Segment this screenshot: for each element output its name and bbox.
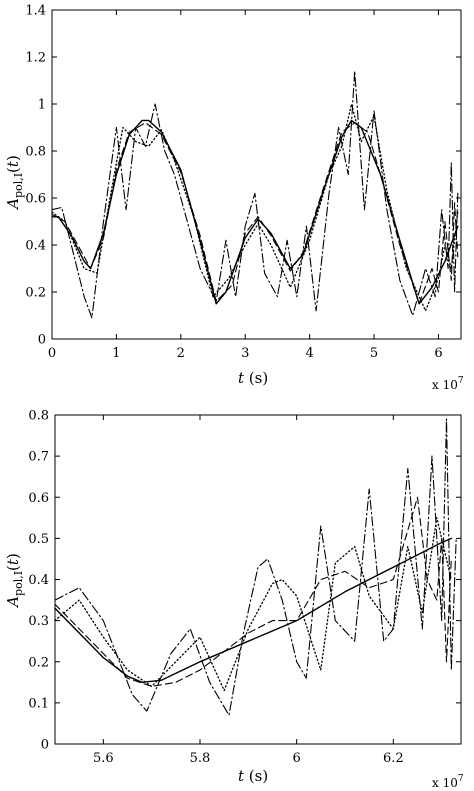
- chart-bottom-y-tick-label: 0.4: [28, 573, 49, 588]
- chart-bottom-series-dashed-line: [54, 496, 452, 687]
- chart-top-y-tick-label: 0.6: [25, 192, 46, 207]
- chart-bottom-y-tick-label: 0.2: [28, 655, 49, 670]
- chart-top-series-dotted-line: [51, 103, 459, 312]
- chart-top-x-tick-label: 0: [48, 346, 56, 361]
- chart-bottom-y-tick-label: 0.7: [28, 450, 49, 465]
- chart-top-series-dashed-line: [51, 122, 459, 305]
- chart-top-ticks: [51, 9, 461, 340]
- chart-top-x-axis-label: t (s): [238, 369, 268, 387]
- chart-top-x-tick-label: 5: [370, 346, 378, 361]
- chart-top: 0 1 2 3 4 5 600.20.40.60.811.21.4 t (s) x 107 …: [4, 4, 464, 393]
- chart-top-y-tick-label: 1.4: [25, 4, 46, 19]
- chart-top-series: [51, 70, 459, 319]
- chart-top-x-tick-label: 2: [177, 346, 185, 361]
- chart-top-series-dashdot-line: [51, 70, 459, 319]
- chart-top-y-tick-label: 0.2: [25, 286, 46, 301]
- chart-top-x-multiplier: x 107: [432, 376, 464, 392]
- chart-bottom-y-tick-label: 0.3: [28, 614, 49, 629]
- chart-bottom-x-tick-label: 6: [293, 751, 301, 766]
- chart-top-y-axis-label: Apol,I(t): [4, 155, 25, 211]
- chart-bottom-y-axis-label: Apol,I(t): [4, 553, 25, 609]
- chart-bottom-x-tick-label: 5.8: [190, 751, 211, 766]
- chart-top-plot-frame: [51, 9, 462, 340]
- chart-bottom-y-tick-label: 0.6: [28, 491, 49, 506]
- chart-bottom-series-dotted-line: [54, 517, 452, 692]
- chart-top-x-tick-label: 4: [305, 346, 313, 361]
- chart-bottom-y-tick-label: 0.5: [28, 532, 49, 547]
- chart-bottom-x-multiplier: x 107: [432, 774, 464, 790]
- chart-top-x-tick-label: 3: [241, 346, 249, 361]
- chart-top-x-tick-label: 1: [112, 346, 120, 361]
- chart-top-tick-labels: 0 1 2 3 4 5 6 0 0.2 0.4 0.6 0.8 1 1.2 1.4: [25, 4, 442, 362]
- chart-bottom-x-tick-label: 6.2: [383, 751, 404, 766]
- chart-top-series-solid-line: [51, 119, 459, 305]
- chart-bottom-y-tick-label: 0.1: [28, 696, 49, 711]
- chart-top-y-tick-label: 0.8: [25, 145, 46, 160]
- chart-bottom-x-axis-label: t (s): [238, 767, 268, 785]
- chart-bottom-series: [54, 418, 457, 716]
- chart-bottom-y-tick-label: 0: [41, 738, 49, 753]
- chart-top-y-tick-label: 1.2: [25, 51, 46, 66]
- chart-bottom-plot-frame: [54, 414, 462, 745]
- chart-bottom-ticks: [55, 414, 461, 745]
- chart-bottom-series-solid-line: [54, 537, 452, 683]
- chart-top-y-tick-label: 0.4: [25, 239, 46, 254]
- chart-bottom-y-tick-label: 0.8: [28, 409, 49, 424]
- chart-bottom-tick-labels: 5.6 5.8 6 6.2 0 0.1 0.2 0.3 0.4 0.5 0.6 0.7 0.8: [28, 409, 403, 767]
- chart-top-y-tick-label: 1: [38, 98, 46, 113]
- chart-bottom-x-tick-label: 5.6: [93, 751, 114, 766]
- chart-top-x-tick-label: 6: [434, 346, 442, 361]
- chart-bottom: 5.6 5.8 6 6.2 0 0.1 0.2 0.3 0.4 0.5 0.6 0.7 0.8 t (s…: [4, 409, 464, 791]
- chart-top-y-tick-label: 0: [38, 333, 46, 348]
- chart-bottom-series-dashdot-line: [54, 418, 457, 716]
